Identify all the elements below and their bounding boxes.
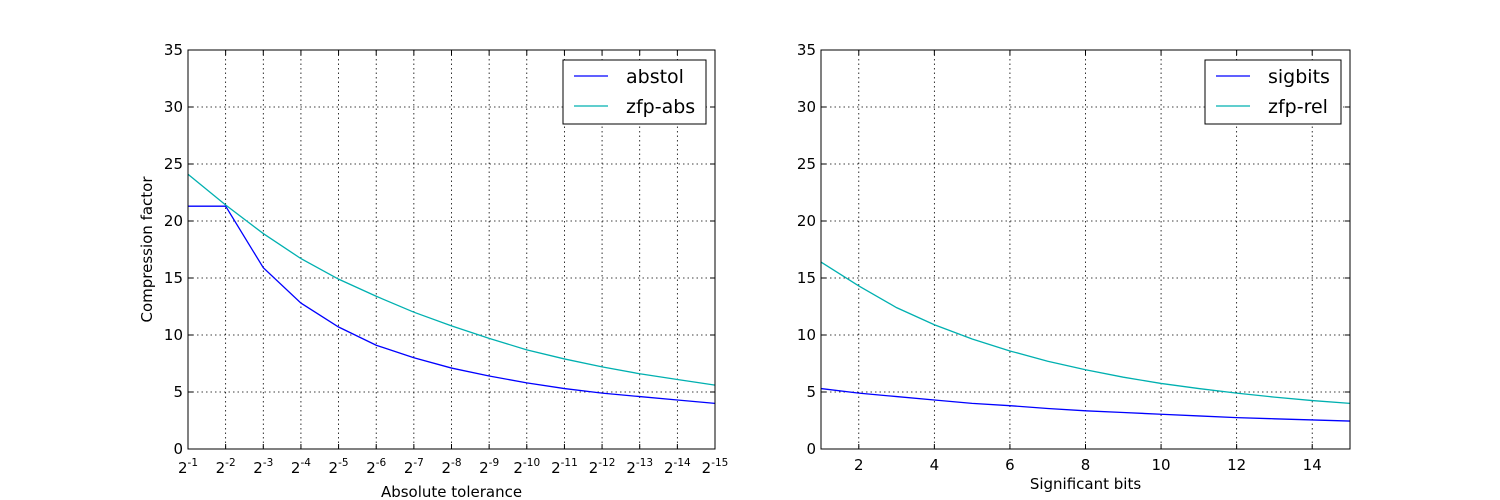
x-axis-label: Absolute tolerance xyxy=(381,483,522,500)
legend: sigbits zfp-rel xyxy=(1204,59,1342,125)
y-tick-label: 15 xyxy=(797,269,816,287)
series-line-abstol xyxy=(188,205,716,405)
y-tick-label: 10 xyxy=(164,326,183,344)
grid xyxy=(821,50,1350,449)
y-tick-label: 20 xyxy=(797,212,816,230)
x-tick-label: 2 xyxy=(854,456,864,474)
series-line-zfp-rel xyxy=(820,261,1351,405)
x-tick-label: 2-13 xyxy=(626,457,653,477)
y-tick-label: 5 xyxy=(806,383,816,401)
y-tick-label: 25 xyxy=(164,155,183,173)
chart-panel-1: 0 5 10 15 20 25 30 35 2-1 2-2 2-3 2-4 2-5 2-6 2-7 2-8 2-… xyxy=(138,41,728,500)
x-tick-label: 2-3 xyxy=(253,457,273,477)
y-tick-label: 35 xyxy=(164,41,183,59)
y-tick-label: 5 xyxy=(173,383,183,401)
x-tick-label: 2-5 xyxy=(329,457,349,477)
y-tick-label: 25 xyxy=(797,155,816,173)
x-tick-label: 2-6 xyxy=(366,457,386,477)
legend-label-zfp-rel: zfp-rel xyxy=(1268,96,1328,118)
x-tick-label: 2-2 xyxy=(216,457,236,477)
x-tick-label: 12 xyxy=(1227,456,1246,474)
grid xyxy=(188,50,715,449)
y-tick-label: 15 xyxy=(164,269,183,287)
y-axis-label: Compression factor xyxy=(138,176,156,323)
legend-box xyxy=(562,59,707,125)
x-tick-label: 14 xyxy=(1303,456,1322,474)
x-tick-label: 4 xyxy=(930,456,940,474)
legend-box xyxy=(1204,59,1342,125)
chart-panel-2: 0 5 10 15 20 25 30 35 2 4 6 8 10 12 14 Significant bits… xyxy=(797,41,1351,493)
x-tick-label: 8 xyxy=(1081,456,1091,474)
x-axis-label: Significant bits xyxy=(1030,475,1141,493)
x-tick-label: 10 xyxy=(1152,456,1171,474)
y-tick-label: 35 xyxy=(797,41,816,59)
legend-label-abstol: abstol xyxy=(626,66,684,88)
y-tick-label: 30 xyxy=(164,98,183,116)
legend-label-zfp-abs: zfp-abs xyxy=(626,96,695,118)
x-tick-label: 2-10 xyxy=(513,457,540,477)
y-tick-label: 0 xyxy=(806,440,816,458)
y-tick-label: 10 xyxy=(797,326,816,344)
x-tick-label: 2-8 xyxy=(441,457,461,477)
y-tick-label: 0 xyxy=(173,440,183,458)
x-tick-label: 2-11 xyxy=(551,457,578,477)
series-line-zfp-abs xyxy=(187,173,716,386)
x-tick-label: 2-12 xyxy=(589,457,616,477)
x-tick-label: 2-15 xyxy=(702,457,729,477)
x-tick-label: 2-14 xyxy=(664,457,691,477)
x-tick-label: 2-4 xyxy=(291,457,311,477)
y-tick-label: 30 xyxy=(797,98,816,116)
legend-label-sigbits: sigbits xyxy=(1268,66,1330,88)
x-tick-label: 2-1 xyxy=(178,457,198,477)
legend: abstol zfp-abs xyxy=(562,59,707,125)
y-tick-label: 20 xyxy=(164,212,183,230)
x-tick-label: 2-9 xyxy=(479,457,499,477)
series-line-sigbits xyxy=(820,387,1351,422)
x-tick-label: 2-7 xyxy=(404,457,424,477)
x-tick-label: 6 xyxy=(1005,456,1015,474)
